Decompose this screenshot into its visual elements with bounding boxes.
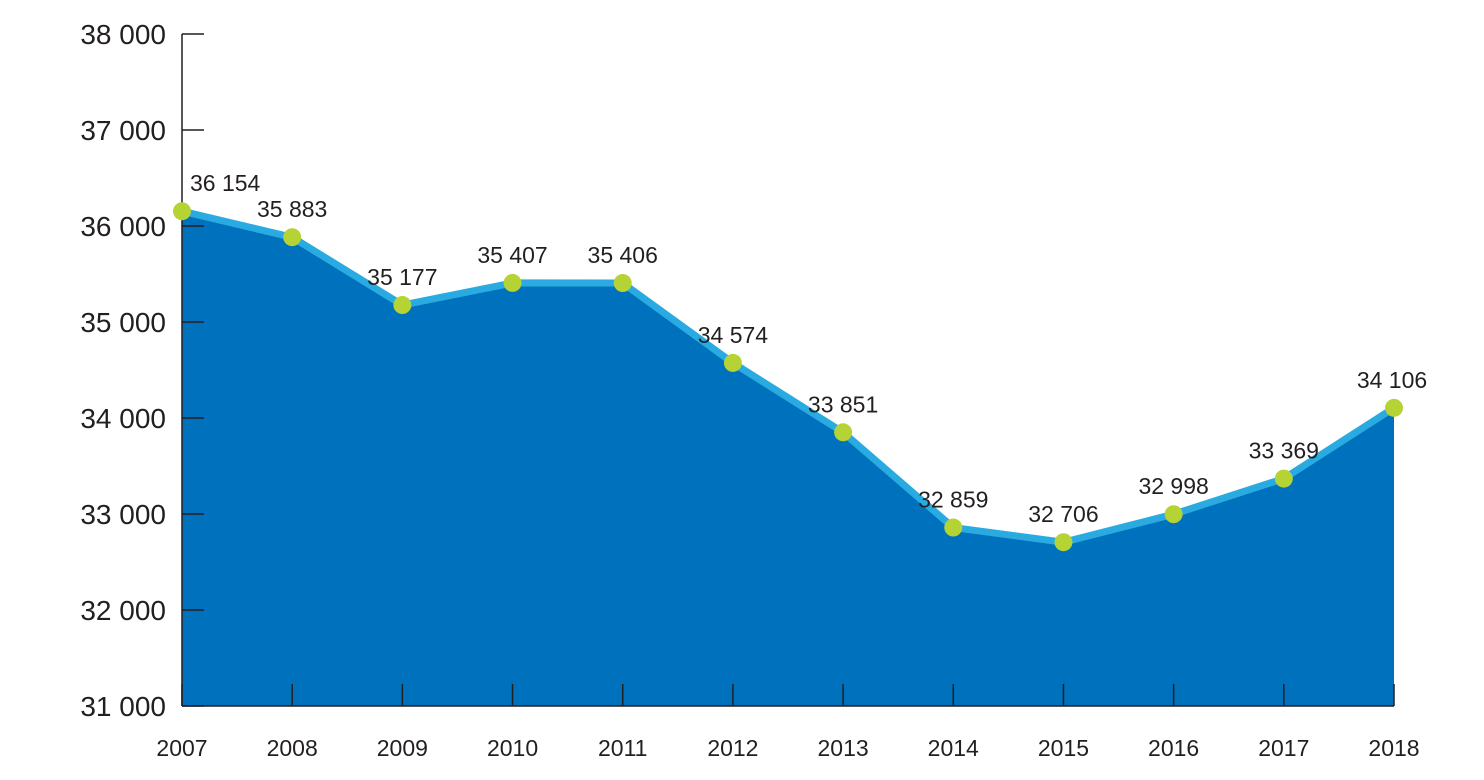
x-tick-label: 2009 bbox=[377, 735, 428, 761]
line-layer bbox=[178, 207, 1398, 546]
x-tick-label: 2013 bbox=[818, 735, 869, 761]
y-tick-label: 37 000 bbox=[80, 115, 166, 146]
x-tick-label: 2017 bbox=[1258, 735, 1309, 761]
data-point bbox=[503, 273, 522, 292]
data-label: 35 883 bbox=[257, 196, 327, 222]
x-tick-label: 2016 bbox=[1148, 735, 1199, 761]
data-point bbox=[393, 296, 412, 315]
x-tick-label: 2018 bbox=[1368, 735, 1419, 761]
data-point bbox=[1164, 505, 1183, 524]
data-label: 35 407 bbox=[477, 242, 547, 268]
series-line bbox=[178, 207, 1398, 546]
data-point bbox=[283, 228, 302, 247]
marker-layer bbox=[173, 202, 1403, 552]
data-label: 32 998 bbox=[1138, 473, 1208, 499]
data-point bbox=[1274, 469, 1293, 488]
axis-layer: 31 000 32 000 33 000 34 000 35 000 36 000 37 0… bbox=[80, 19, 1419, 761]
data-label: 35 177 bbox=[367, 264, 437, 290]
y-tick-label: 31 000 bbox=[80, 691, 166, 722]
data-point bbox=[613, 274, 632, 293]
data-point bbox=[1054, 533, 1073, 552]
x-tick-label: 2011 bbox=[598, 735, 647, 761]
data-point bbox=[723, 353, 742, 372]
x-tick-label: 2015 bbox=[1038, 735, 1089, 761]
data-label: 33 369 bbox=[1249, 438, 1319, 464]
data-label: 34 574 bbox=[698, 322, 769, 348]
y-tick-label: 35 000 bbox=[80, 307, 166, 338]
x-tick-label: 2007 bbox=[156, 735, 207, 761]
data-label: 36 154 bbox=[190, 170, 261, 196]
x-tick-label: 2014 bbox=[928, 735, 979, 761]
y-tick-label: 33 000 bbox=[80, 499, 166, 530]
data-point bbox=[834, 423, 853, 442]
x-tick-label: 2010 bbox=[487, 735, 538, 761]
data-point bbox=[944, 518, 963, 537]
x-tick-label: 2012 bbox=[707, 735, 758, 761]
data-label: 35 406 bbox=[588, 242, 658, 268]
data-point bbox=[173, 202, 191, 221]
x-tick-label: 2008 bbox=[267, 735, 318, 761]
y-tick-label: 38 000 bbox=[80, 19, 166, 50]
data-label: 32 706 bbox=[1028, 501, 1098, 527]
area-fill bbox=[182, 211, 1394, 706]
y-tick-label: 36 000 bbox=[80, 211, 166, 242]
data-label: 32 859 bbox=[918, 487, 988, 513]
area-layer bbox=[182, 211, 1394, 706]
data-label: 33 851 bbox=[808, 391, 878, 417]
data-label: 34 106 bbox=[1357, 367, 1427, 393]
data-point bbox=[1385, 398, 1403, 417]
y-tick-label: 32 000 bbox=[80, 595, 166, 626]
y-tick-label: 34 000 bbox=[80, 403, 166, 434]
